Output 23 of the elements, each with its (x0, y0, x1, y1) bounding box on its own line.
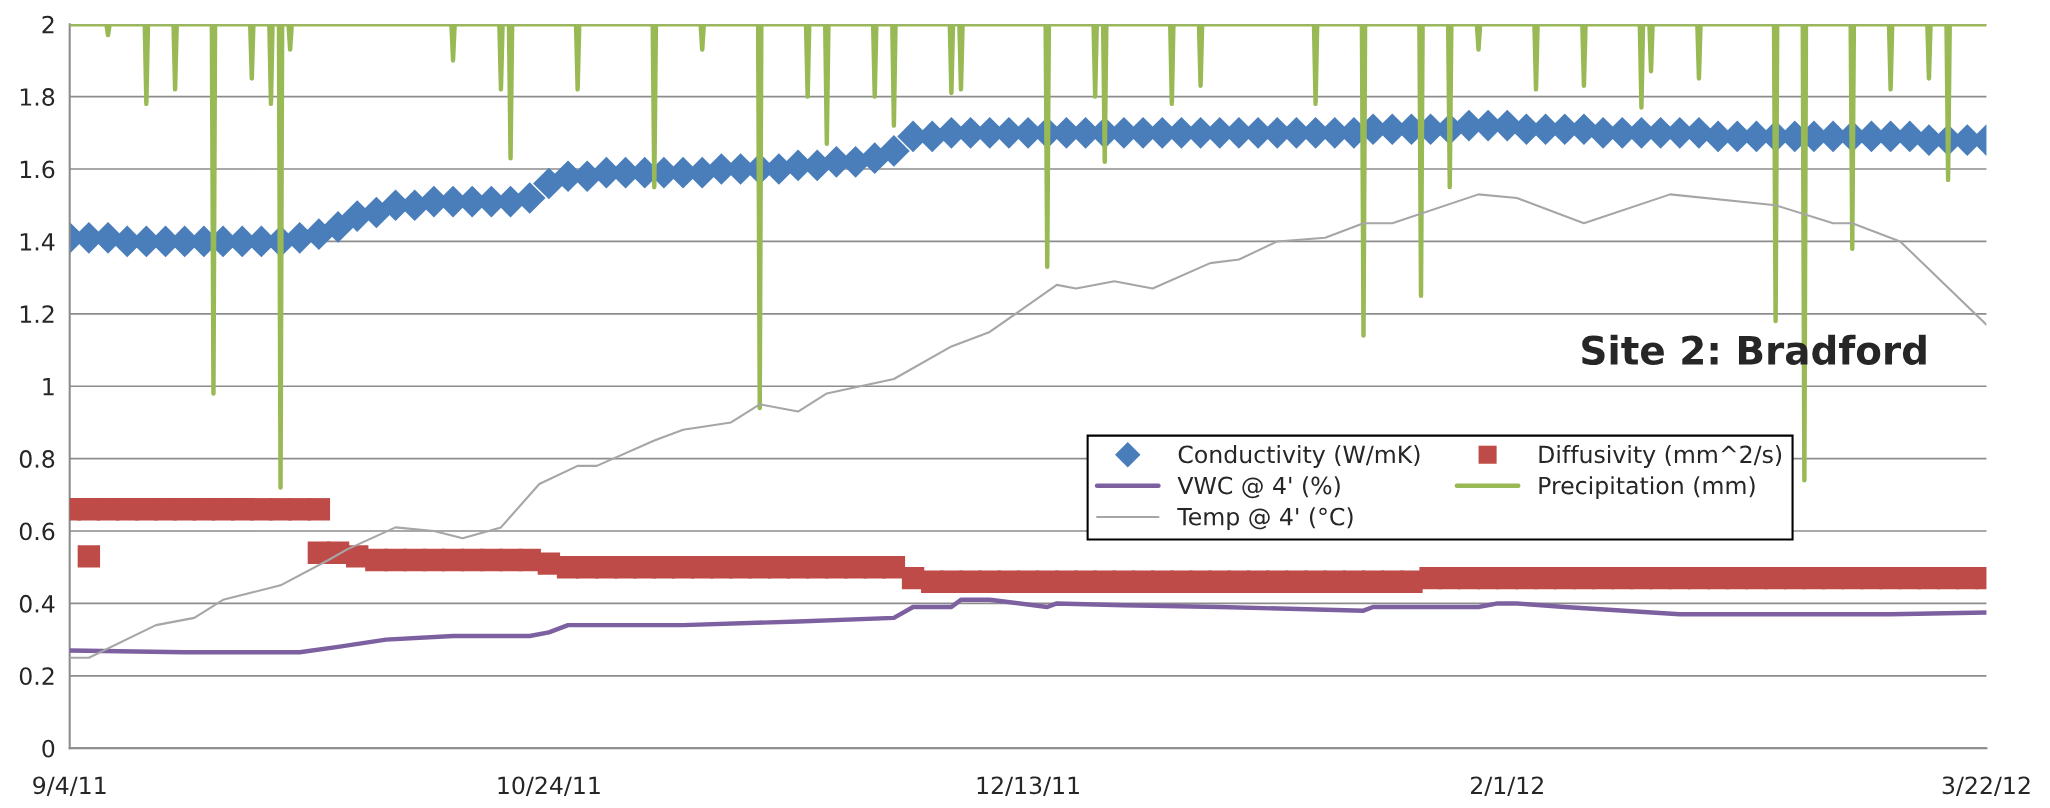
y-tick-label: 2 (42, 15, 54, 34)
x-tick-label: 12/13/11 (977, 776, 1079, 797)
line-series (69, 193, 1987, 659)
x-tick-label: 10/24/11 (498, 776, 600, 797)
y-tick-label: 1.8 (20, 88, 55, 106)
y-tick-label: 1 (43, 377, 54, 396)
y-tick-label: 0.8 (19, 450, 55, 468)
legend-label: Conductivity (W/mK) (1178, 445, 1420, 468)
legend-label: VWC @ 4' (%) (1177, 476, 1340, 499)
y-tick-label: 0 (42, 739, 55, 758)
legend-label: Temp @ 4' (°C) (1177, 507, 1353, 531)
legend-label: Precipitation (mm) (1539, 476, 1755, 500)
x-tick-label: 3/22/12 (1942, 776, 2030, 797)
x-tick-label: 2/1/12 (1470, 776, 1543, 797)
y-tick-label: 1.2 (20, 305, 54, 323)
y-tick-label: 0.2 (19, 667, 54, 686)
y-tick-label: 0.6 (19, 522, 55, 541)
y-tick-label: 1.6 (20, 160, 55, 179)
x-tick-label: 9/4/11 (33, 776, 106, 797)
line-series (69, 597, 1987, 655)
legend-label: Diffusivity (mm^2/s) (1539, 445, 1782, 468)
y-tick-label: 0.4 (19, 594, 55, 613)
y-tick-label: 1.4 (20, 233, 55, 251)
